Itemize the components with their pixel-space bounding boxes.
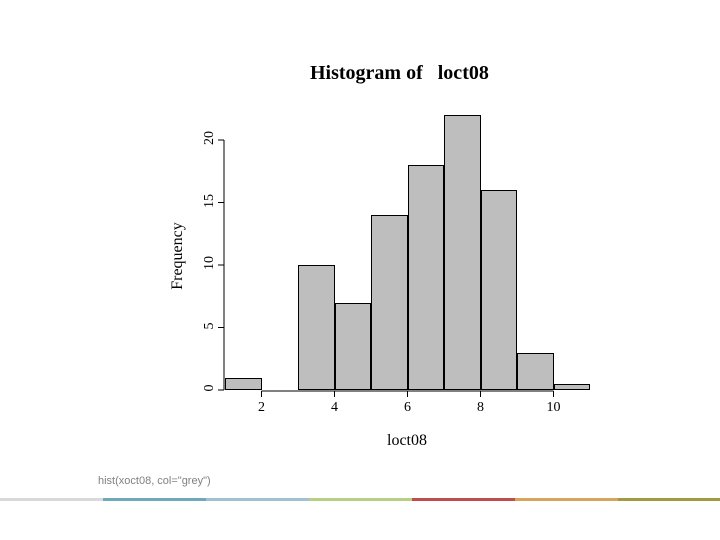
- x-tick-label: 6: [388, 400, 428, 416]
- stripe-segment: [515, 498, 618, 501]
- stripe-segment: [618, 498, 720, 501]
- y-tick-label: 5: [202, 311, 218, 341]
- x-tick-label: 10: [534, 400, 574, 416]
- stripe-segment: [103, 498, 206, 501]
- chart-title: Histogram of loct08: [310, 62, 489, 85]
- y-tick-label: 20: [202, 123, 218, 153]
- histogram-bar: [225, 378, 262, 391]
- x-tick-label: 2: [242, 400, 282, 416]
- histogram-bar: [371, 215, 408, 390]
- histogram-bar: [408, 165, 445, 390]
- x-tick-label: 4: [315, 400, 355, 416]
- y-axis-label: Frequency: [169, 206, 187, 306]
- y-tick-label: 10: [202, 248, 218, 278]
- stripe-segment: [0, 498, 103, 501]
- bottom-stripes: [0, 498, 720, 501]
- histogram-bar: [517, 353, 554, 391]
- chart-container: Histogram of loct08 Frequency loct08 his…: [0, 0, 720, 540]
- histogram-bar: [444, 115, 481, 390]
- x-tick-label: 8: [461, 400, 501, 416]
- histogram-bar: [481, 190, 518, 390]
- code-snippet: hist(xoct08, col="grey"): [98, 475, 211, 487]
- histogram-bar: [554, 384, 591, 390]
- stripe-segment: [309, 498, 412, 501]
- y-tick-label: 15: [202, 186, 218, 216]
- y-tick-label: 0: [202, 373, 218, 403]
- stripe-segment: [412, 498, 515, 501]
- x-axis-label: loct08: [357, 432, 457, 450]
- histogram-bar: [335, 303, 372, 391]
- stripe-segment: [206, 498, 309, 501]
- plot-area: [225, 115, 590, 390]
- histogram-bar: [298, 265, 335, 390]
